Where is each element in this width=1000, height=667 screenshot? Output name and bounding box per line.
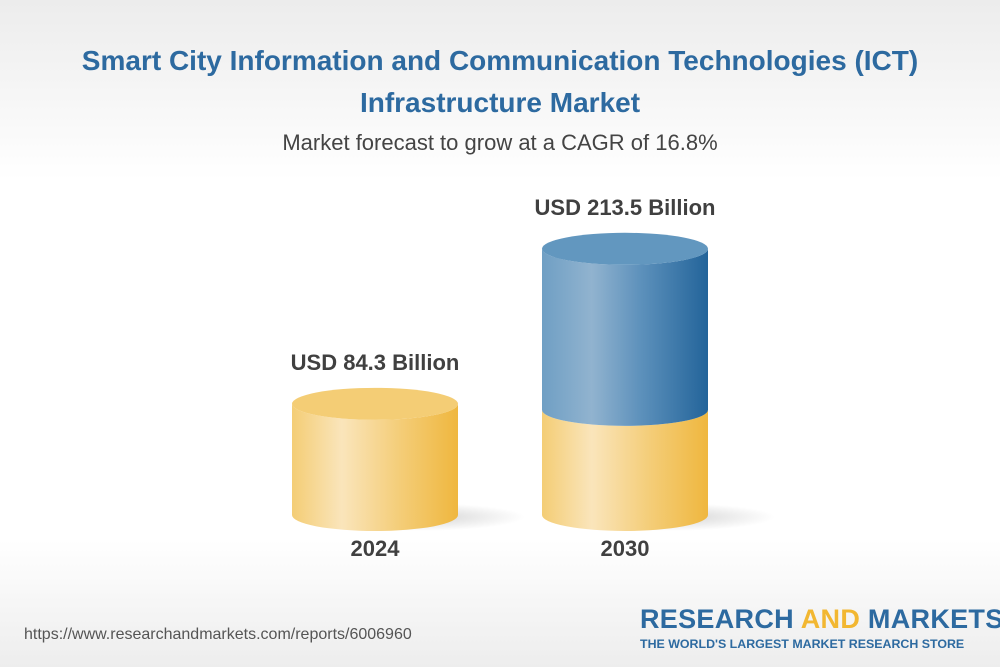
chart-title: Smart City Information and Communication… [81, 45, 919, 118]
data-label: USD 84.3 Billion [291, 350, 460, 375]
x-tick-label: 2024 [351, 536, 401, 561]
chart-subtitle: Market forecast to grow at a CAGR of 16.… [282, 130, 718, 155]
cylinder-base-segment-2030 [542, 409, 708, 531]
logo-tagline: THE WORLD'S LARGEST MARKET RESEARCH STOR… [640, 637, 965, 651]
cylinder-growth-segment-2030 [542, 248, 708, 426]
cylinder-top-2024 [292, 387, 458, 420]
x-tick-label: 2030 [601, 536, 650, 561]
logo-text-research: RESEARCH [640, 604, 801, 634]
report-url[interactable]: https://www.researchandmarkets.com/repor… [24, 626, 412, 643]
logo-text-and: AND [800, 604, 861, 634]
logo-text-markets: MARKETS [860, 604, 1000, 634]
cylinder-top-2030 [542, 232, 708, 265]
cylinder-body-2024 [292, 403, 458, 531]
research-and-markets-logo: RESEARCH AND MARKETS THE WORLD'S LARGEST… [640, 604, 1000, 651]
data-label: USD 213.5 Billion [535, 195, 716, 220]
